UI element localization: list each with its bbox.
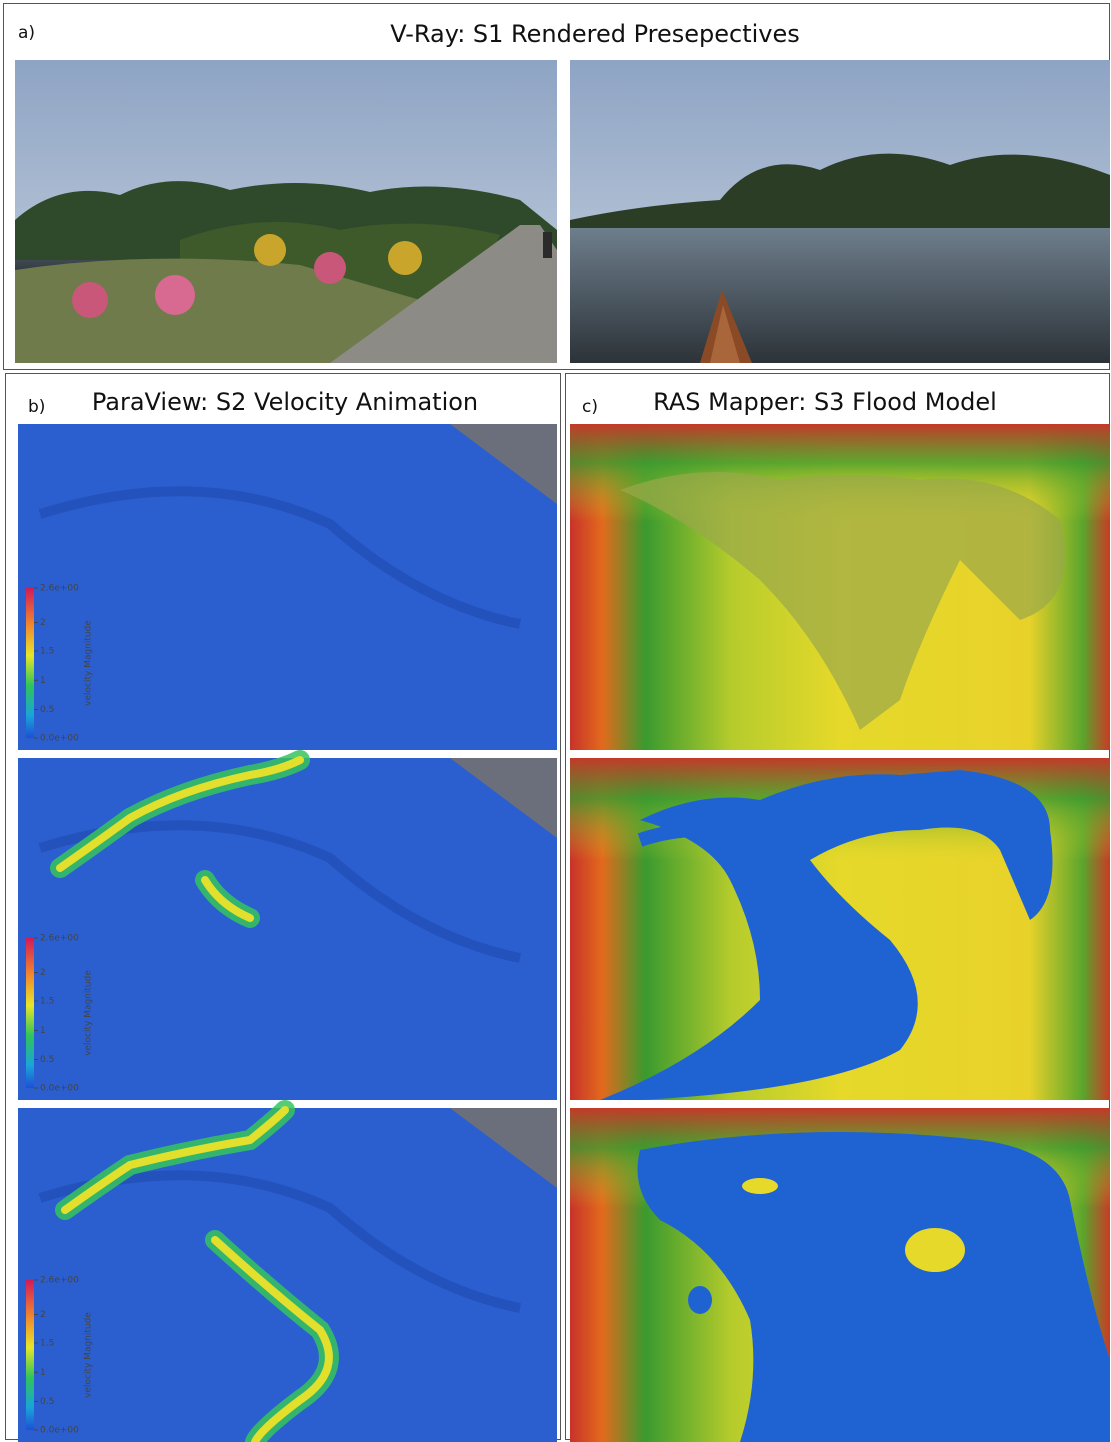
colorbar	[26, 588, 34, 738]
render-image	[570, 60, 1110, 363]
colorbar-tick-label: 2	[40, 968, 46, 978]
colorbar-tick-label: 0.5	[40, 705, 54, 715]
colorbar-tick-label: 0.5	[40, 1055, 54, 1065]
colorbar-tick-label: 0.0e+00	[40, 734, 79, 744]
velocity-image	[18, 758, 557, 1100]
figure: a) V-Ray: S1 Rendered Presepectives b) P…	[0, 0, 1111, 1442]
colorbar-title: velocity Magnitude	[84, 620, 94, 706]
panel-title: RAS Mapper: S3 Flood Model	[653, 388, 997, 416]
colorbar-tick-label: 1.5	[40, 1339, 54, 1349]
colorbar-tick-label: 2.6e+00	[40, 934, 79, 944]
colorbar	[26, 938, 34, 1088]
colorbar-tick-label: 1	[40, 676, 46, 686]
flood-image	[570, 1108, 1110, 1442]
panel-title: V-Ray: S1 Rendered Presepectives	[390, 20, 800, 48]
colorbar-title: velocity Magnitude	[84, 1312, 94, 1398]
panel-label: b)	[28, 397, 45, 417]
colorbar-tick-label: 2.6e+00	[40, 1276, 79, 1286]
colorbar-tick-label: 2	[40, 618, 46, 628]
panel-title: ParaView: S2 Velocity Animation	[92, 388, 478, 416]
colorbar-tick-label: 0.0e+00	[40, 1084, 79, 1094]
velocity-frame: 2.6e+00 2 1.5 1 0.5 0.0e+00 velocity Magnitude	[18, 1108, 557, 1442]
flood-image	[570, 424, 1110, 750]
render-image	[15, 60, 557, 363]
colorbar-tick-label: 1.5	[40, 997, 54, 1007]
colorbar-tick-label: 0.0e+00	[40, 1426, 79, 1436]
panel-label: a)	[18, 23, 35, 43]
velocity-image	[18, 424, 557, 750]
colorbar-tick-label: 0.5	[40, 1397, 54, 1407]
colorbar-tick-label: 1	[40, 1368, 46, 1378]
colorbar-tick-label: 1	[40, 1026, 46, 1036]
flood-image	[570, 758, 1110, 1100]
panel-label: c)	[582, 397, 598, 417]
colorbar	[26, 1280, 34, 1430]
colorbar-tick-label: 2.6e+00	[40, 584, 79, 594]
colorbar-title: velocity Magnitude	[84, 970, 94, 1056]
velocity-image	[18, 1108, 557, 1442]
colorbar-tick-label: 1.5	[40, 647, 54, 657]
velocity-frame: 2.6e+00 2 1.5 1 0.5 0.0e+00 velocity Magnitude	[18, 758, 557, 1100]
velocity-frame: 2.6e+00 2 1.5 1 0.5 0.0e+00 velocity Magnitude	[18, 424, 557, 750]
colorbar-tick-label: 2	[40, 1310, 46, 1320]
